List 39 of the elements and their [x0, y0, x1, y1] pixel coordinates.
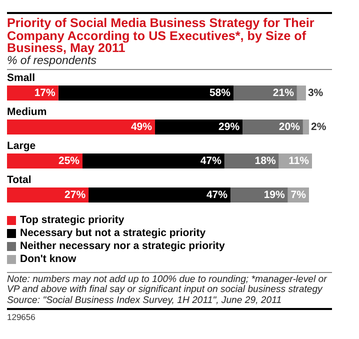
- bar: [233, 85, 297, 100]
- legend-label: Necessary but not a strategic priority: [20, 227, 206, 239]
- bar: [7, 153, 82, 168]
- data-label: 27%: [64, 188, 86, 200]
- data-label: 21%: [272, 86, 295, 98]
- y-tick-label: Large: [7, 140, 36, 152]
- bar: [82, 153, 224, 168]
- data-label: 20%: [278, 120, 301, 132]
- bar: [302, 119, 309, 134]
- data-label: 47%: [200, 154, 222, 166]
- bar: [88, 187, 230, 202]
- data-label: 49%: [130, 120, 153, 132]
- bar: [58, 85, 234, 100]
- bar: [154, 119, 243, 134]
- data-label: 7%: [290, 188, 307, 200]
- legend-label: Don't know: [20, 253, 76, 265]
- y-tick-label: Medium: [7, 106, 47, 118]
- y-tick-label: Small: [7, 72, 36, 84]
- data-label: 47%: [206, 188, 228, 200]
- data-label: 25%: [58, 154, 80, 166]
- data-label: 29%: [218, 120, 240, 132]
- chart-subtitle: % of respondents: [7, 54, 332, 70]
- bar: [7, 187, 89, 202]
- legend-label: Neither necessary nor a strategic priority: [20, 240, 225, 252]
- chart-title: Priority of Social Media Business Strategy for Their Company According to US Executives*, by Size of Business, May 2011: [7, 12, 332, 55]
- data-label: 11%: [288, 154, 310, 166]
- bar: [7, 119, 155, 134]
- text: 129656: [7, 312, 36, 322]
- y-tick-label: Total: [7, 174, 32, 186]
- bar: [296, 85, 306, 100]
- data-label: 58%: [209, 86, 232, 98]
- data-label: 18%: [254, 154, 276, 166]
- data-label: 2%: [310, 120, 327, 132]
- text: Note: numbers may not add up to 100% due to rounding; *manager-level or VP and above with final say or significant input on social business strategy: [7, 274, 328, 296]
- legend-label: Top strategic priority: [20, 214, 124, 226]
- data-label: 3%: [308, 86, 324, 98]
- data-label: 19%: [264, 188, 286, 200]
- source-note: Source: "Social Business Index Survey, 1H 2011", June 29, 2011: [7, 294, 283, 306]
- data-label: 17%: [34, 86, 56, 98]
